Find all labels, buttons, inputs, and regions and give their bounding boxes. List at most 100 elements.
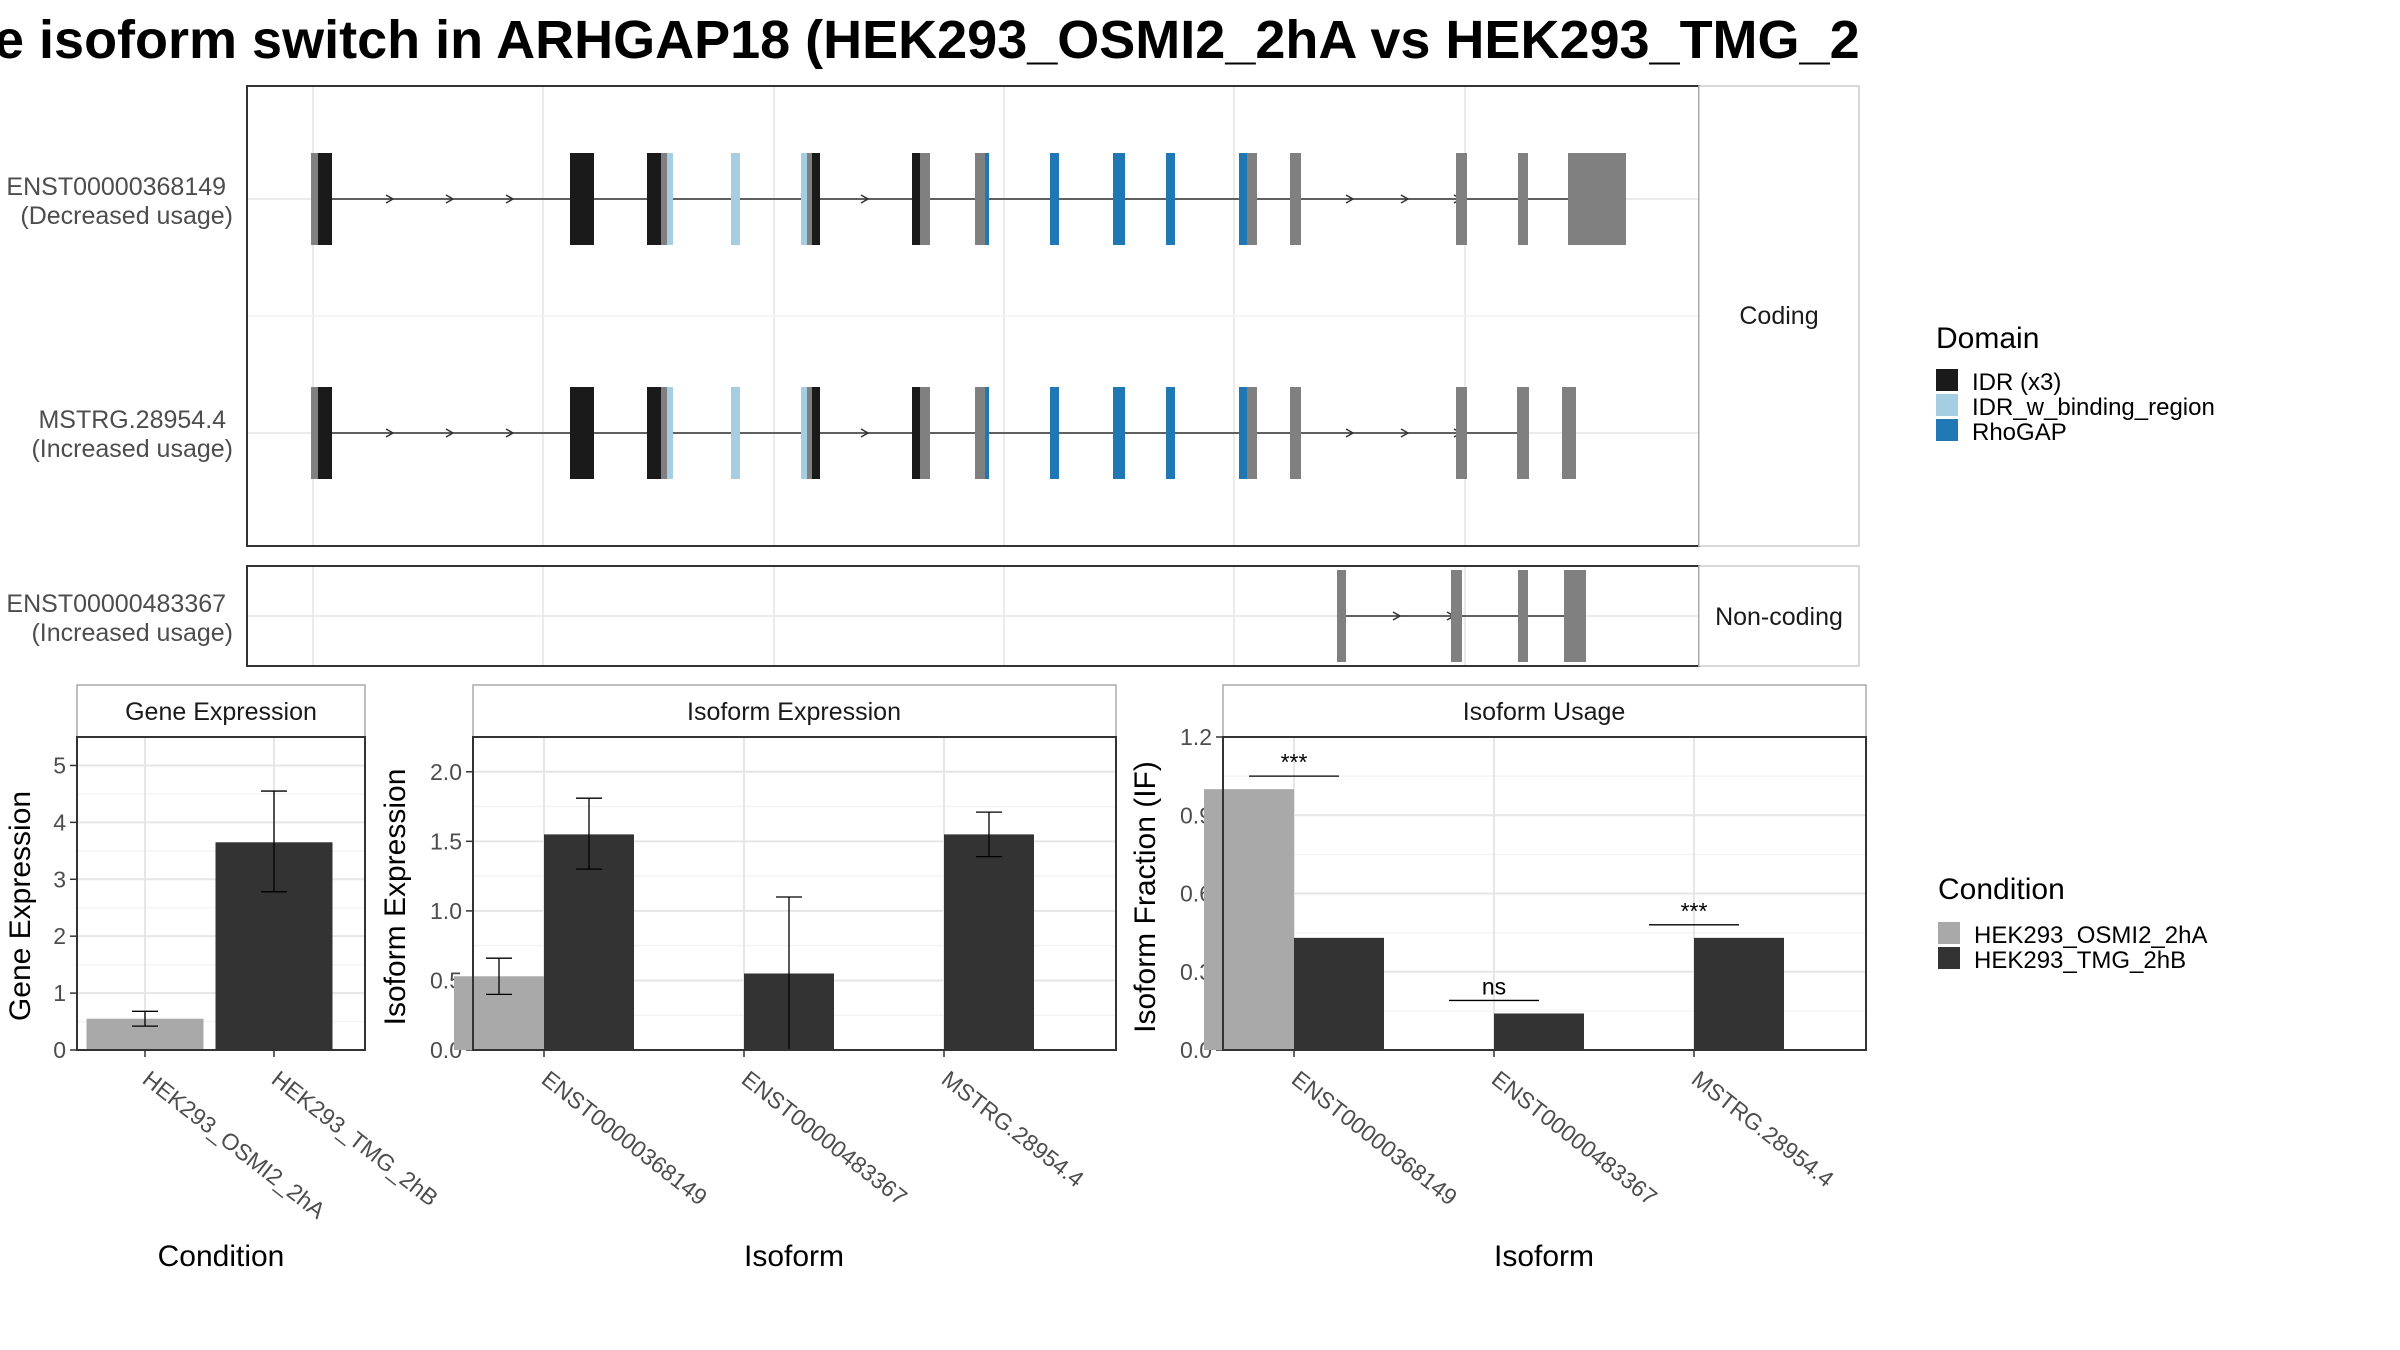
bar — [1494, 1013, 1584, 1050]
transcript-label-1: ENST00000368149 (Decreased usage) — [6, 173, 233, 230]
isoform-usage-strip — [1222, 684, 1867, 738]
direction-arrow — [860, 194, 870, 204]
legend-key-idr — [1936, 369, 1958, 391]
exon-block — [975, 153, 985, 245]
exon-block — [1050, 153, 1059, 245]
plot-border — [1222, 736, 1867, 1051]
x-tick-label: ENST00000483367 — [737, 1065, 912, 1210]
y-tick-label: 1 — [53, 980, 66, 1006]
exon-block — [584, 153, 594, 245]
exon-block — [912, 387, 920, 479]
exon-block — [731, 387, 740, 479]
exon-block — [570, 153, 578, 245]
legend-key-rhogap — [1936, 419, 1958, 441]
isoform-usage-panel: Isoform Usage 0.00.30.60.91.2***ns***ENS… — [1129, 684, 1867, 1273]
direction-arrow — [385, 194, 395, 204]
y-tick-label: 2 — [53, 923, 66, 949]
y-tick-label: 5 — [53, 752, 66, 778]
direction-arrow — [1400, 428, 1410, 438]
isoform-expression-ylabel: Isoform Expression — [379, 769, 412, 1026]
bar — [1294, 937, 1384, 1050]
gene-expression-xlabel: Condition — [158, 1240, 285, 1273]
isoform-expression-title: Isoform Expression — [687, 698, 901, 726]
transcript-label-2: MSTRG.28954.4 (Increased usage) — [31, 406, 233, 463]
domain-legend: Domain IDR (x3) IDR_w_binding_region Rho… — [1936, 322, 2215, 446]
error-bar — [576, 797, 602, 870]
direction-arrow — [385, 428, 395, 438]
significance-label: ns — [1482, 973, 1506, 999]
plot-border — [472, 736, 1117, 1051]
noncoding-facet-strip — [1698, 565, 1860, 667]
exon-block — [1337, 570, 1346, 662]
facet-label-coding: Coding — [1739, 302, 1818, 330]
error-bar — [976, 811, 1002, 858]
y-tick-label: 2.0 — [430, 759, 462, 785]
exon-block — [807, 387, 812, 479]
error-bar — [132, 1010, 158, 1027]
exon-block — [1568, 153, 1578, 245]
legend-label-idr-binding: IDR_w_binding_region — [1972, 394, 2215, 421]
legend-key-idr-binding — [1936, 394, 1958, 416]
exon-block — [578, 387, 584, 479]
exon-block — [1166, 387, 1175, 479]
isoform-usage-xlabel: Isoform — [1494, 1240, 1594, 1273]
bar — [544, 834, 634, 1050]
x-tick-label: MSTRG.28954.4 — [1687, 1065, 1839, 1192]
exon-block — [318, 153, 324, 245]
exon-block — [1247, 387, 1257, 479]
direction-arrow — [860, 428, 870, 438]
y-tick-label: 0 — [53, 1037, 66, 1063]
exon-block — [1451, 570, 1462, 662]
significance-label: *** — [1681, 898, 1708, 924]
exon-block — [985, 153, 989, 245]
exon-block — [812, 387, 820, 479]
direction-arrow — [1345, 428, 1355, 438]
exon-block — [920, 387, 930, 479]
exon-block — [731, 153, 740, 245]
exon-block — [667, 387, 673, 479]
x-tick-label: ENST00000368149 — [537, 1065, 712, 1210]
isoform-usage-ylabel: Isoform Fraction (IF) — [1129, 761, 1162, 1033]
y-tick-label: 1.0 — [430, 898, 462, 924]
condition-legend: Condition HEK293_OSMI2_2hA HEK293_TMG_2h… — [1938, 873, 2207, 974]
exon-block — [1523, 387, 1529, 479]
exon-block — [1456, 153, 1467, 245]
exon-block — [812, 153, 820, 245]
isoform-expression-strip — [472, 684, 1117, 738]
isoform-expression-panel: Isoform Expression 0.00.51.01.52.0ENST00… — [379, 684, 1117, 1273]
exon-block — [570, 387, 578, 479]
gene-expression-title: Gene Expression — [125, 698, 317, 726]
exon-block — [318, 387, 324, 479]
legend-label-tmg: HEK293_TMG_2hB — [1974, 947, 2186, 974]
bar — [1204, 789, 1294, 1050]
condition-legend-title: Condition — [1938, 873, 2065, 906]
transcript-structure-panel: Coding Non-coding ENST00000368149 (Decre… — [6, 85, 1860, 667]
exon-block — [912, 153, 920, 245]
y-tick-label: 3 — [53, 866, 66, 892]
exon-block — [1239, 153, 1247, 245]
exon-block — [1517, 387, 1523, 479]
direction-arrow — [1392, 611, 1402, 621]
exon-block — [920, 153, 930, 245]
x-tick-label: ENST00000483367 — [1487, 1065, 1662, 1210]
figure-title: e isoform switch in ARHGAP18 (HEK293_OSM… — [0, 10, 1860, 70]
utr-block — [1562, 387, 1576, 479]
legend-label-rhogap: RhoGAP — [1972, 419, 2067, 446]
exon-block — [1247, 153, 1257, 245]
exon-block — [661, 153, 667, 245]
exon-block — [1518, 570, 1528, 662]
x-tick-label: ENST00000368149 — [1287, 1065, 1462, 1210]
exon-block — [647, 387, 661, 479]
transcript-track-3 — [1337, 570, 1586, 662]
exon-block — [1290, 153, 1301, 245]
utr-block — [1578, 153, 1626, 245]
gene-expression-strip — [76, 684, 366, 738]
exon-block — [324, 387, 332, 479]
exon-block — [1290, 387, 1301, 479]
plot-border — [76, 736, 366, 1051]
transcript-track-1 — [311, 153, 1626, 245]
exon-block — [1113, 387, 1125, 479]
exon-block — [661, 387, 667, 479]
coding-facet-strip — [1698, 85, 1860, 547]
domain-legend-title: Domain — [1936, 322, 2039, 355]
